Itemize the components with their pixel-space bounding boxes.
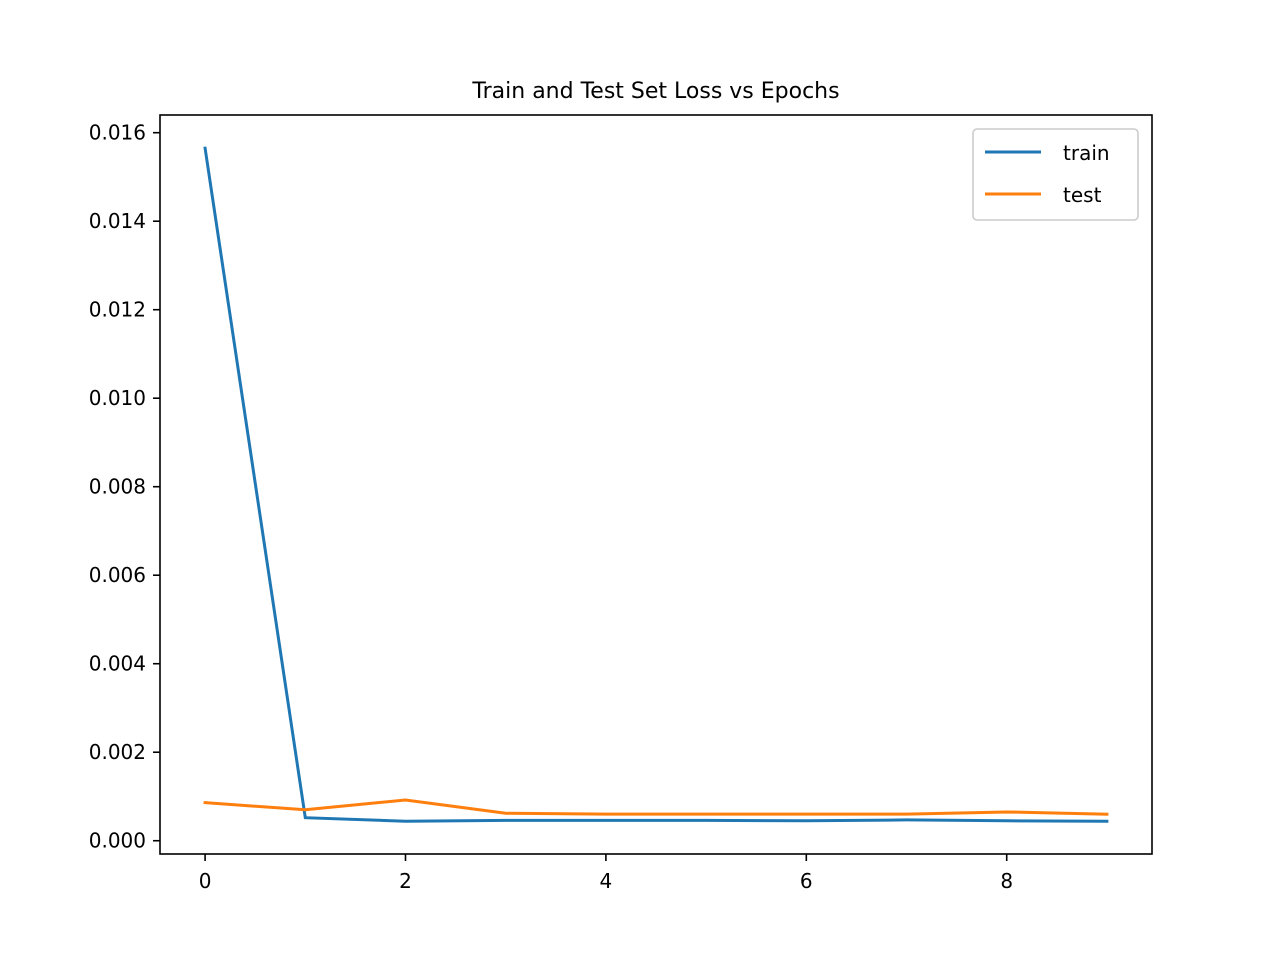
legend: train test	[972, 128, 1139, 221]
x-tick-label: 0	[199, 869, 212, 893]
y-tick-label: 0.004	[89, 652, 146, 676]
series-line-test	[203, 798, 1109, 816]
y-tick-label: 0.012	[89, 298, 146, 322]
x-tick-label: 8	[1000, 869, 1013, 893]
x-tick-label: 2	[399, 869, 412, 893]
chart-title: Train and Test Set Loss vs Epochs	[471, 79, 839, 104]
legend-label: test	[1063, 183, 1102, 207]
x-tick-label: 6	[800, 869, 813, 893]
y-tick-label: 0.008	[89, 475, 146, 499]
y-tick-label: 0.016	[89, 121, 146, 145]
y-tick-label: 0.010	[89, 386, 146, 410]
y-tick-label: 0.002	[89, 740, 146, 764]
y-tick-label: 0.014	[89, 209, 146, 233]
series-line-train	[203, 146, 1109, 823]
legend-box	[972, 128, 1139, 221]
y-tick-label: 0.000	[89, 829, 146, 853]
legend-label: train	[1063, 141, 1110, 165]
x-tick-label: 4	[600, 869, 613, 893]
y-tick-label: 0.006	[89, 563, 146, 587]
plot-frame	[159, 114, 1153, 855]
